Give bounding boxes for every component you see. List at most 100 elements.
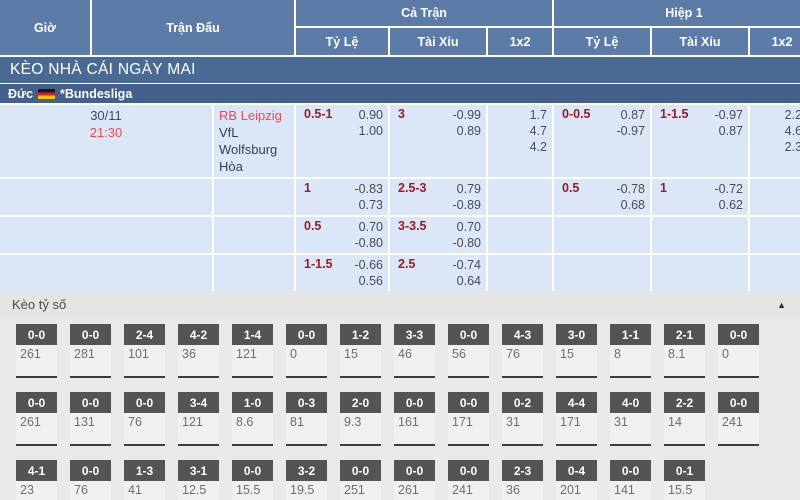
score-odds[interactable]: 15	[556, 345, 597, 378]
odds-value[interactable]: -0.99	[452, 108, 482, 122]
score-box[interactable]: 2-3 36	[502, 460, 543, 500]
odds-value[interactable]: 0.62	[718, 198, 743, 212]
score-box[interactable]: 0-0 0	[718, 324, 759, 378]
score-odds[interactable]: 76	[502, 345, 543, 378]
score-odds[interactable]: 261	[16, 345, 57, 378]
odds-cell-h1-handicap[interactable]: 0-0.5 0.87 -0.97	[554, 105, 650, 177]
score-box[interactable]: 0-0 56	[448, 324, 489, 378]
score-odds[interactable]: 131	[70, 413, 111, 446]
score-box[interactable]: 3-4 121	[178, 392, 219, 446]
score-odds[interactable]: 23	[16, 481, 57, 500]
score-odds[interactable]: 101	[124, 345, 165, 378]
odds-value[interactable]: -0.78	[616, 182, 646, 196]
score-box[interactable]: 1-3 41	[124, 460, 165, 500]
league-row[interactable]: Đức *Bundesliga	[0, 84, 800, 103]
score-box[interactable]: 2-0 9.3	[340, 392, 381, 446]
collapse-triangle-up-icon[interactable]: ▲	[777, 299, 786, 310]
score-odds[interactable]: 0	[286, 345, 327, 378]
score-box[interactable]: 0-0 251	[340, 460, 381, 500]
odds-value[interactable]: 1.00	[358, 124, 383, 138]
score-box[interactable]: 0-0 281	[70, 324, 111, 378]
odds-value[interactable]: 0.79	[456, 182, 481, 196]
odds-cell-h1-handicap[interactable]: 0.5 -0.78 0.68	[554, 179, 650, 215]
odds-value[interactable]: 0.68	[620, 198, 645, 212]
score-box[interactable]: 4-1 23	[16, 460, 57, 500]
score-box[interactable]: 4-3 76	[502, 324, 543, 378]
odds-value[interactable]: 0.70	[456, 220, 481, 234]
score-odds[interactable]: 46	[394, 345, 435, 378]
odds-cell-ft-handicap[interactable]: 0.5 0.70 -0.80	[296, 217, 388, 253]
odds-cell-ft-over-under[interactable]: 2.5-3 0.79 -0.89	[390, 179, 486, 215]
score-odds[interactable]: 0	[718, 345, 759, 378]
score-box[interactable]: 4-2 36	[178, 324, 219, 378]
score-odds[interactable]: 8	[610, 345, 651, 378]
score-odds[interactable]: 261	[394, 481, 435, 500]
odds-value[interactable]: 0.73	[358, 198, 383, 212]
score-odds[interactable]: 9.3	[340, 413, 381, 446]
odds-cell-ft-1x2[interactable]: 1.7 4.7 4.2	[488, 105, 552, 177]
score-box[interactable]: 0-0 261	[394, 460, 435, 500]
odds-value[interactable]: 0.87	[718, 124, 743, 138]
score-odds[interactable]: 141	[610, 481, 651, 500]
odds-value[interactable]: 0.90	[358, 108, 383, 122]
odds-value[interactable]: -0.80	[452, 236, 482, 250]
odds-cell-ft-over-under[interactable]: 3 -0.99 0.89	[390, 105, 486, 177]
odds-value[interactable]: -0.74	[452, 258, 482, 272]
score-odds[interactable]: 161	[394, 413, 435, 446]
odds-value[interactable]: -0.83	[354, 182, 384, 196]
away-team-name[interactable]: VfL Wolfsburg	[219, 125, 278, 157]
home-team-name[interactable]: RB Leipzig	[219, 108, 282, 123]
score-box[interactable]: 0-0 76	[70, 460, 111, 500]
score-box[interactable]: 0-0 171	[448, 392, 489, 446]
score-odds[interactable]: 12.5	[178, 481, 219, 500]
odds-value[interactable]: -0.80	[354, 236, 384, 250]
score-odds[interactable]: 8.1	[664, 345, 705, 378]
score-box[interactable]: 0-3 81	[286, 392, 327, 446]
score-odds[interactable]: 241	[718, 413, 759, 446]
odds-value[interactable]: -0.89	[452, 198, 482, 212]
odds-cell-ft-handicap[interactable]: 1-1.5 -0.66 0.56	[296, 255, 388, 291]
score-box[interactable]: 0-2 31	[502, 392, 543, 446]
odds-value[interactable]: 0.64	[456, 274, 481, 288]
score-odds[interactable]: 171	[556, 413, 597, 446]
score-box[interactable]: 0-0 241	[718, 392, 759, 446]
score-odds[interactable]: 56	[448, 345, 489, 378]
score-box[interactable]: 0-0 76	[124, 392, 165, 446]
odds-value[interactable]: -0.97	[714, 108, 744, 122]
score-box[interactable]: 2-1 8.1	[664, 324, 705, 378]
score-odds[interactable]: 201	[556, 481, 597, 500]
odds-value[interactable]: 0.70	[358, 220, 383, 234]
score-odds[interactable]: 121	[178, 413, 219, 446]
score-odds[interactable]: 41	[124, 481, 165, 500]
score-odds[interactable]: 241	[448, 481, 489, 500]
score-odds[interactable]: 19.5	[286, 481, 327, 500]
score-box[interactable]: 0-0 241	[448, 460, 489, 500]
odds-value[interactable]: -0.66	[354, 258, 384, 272]
odds-cell-h1-1x2[interactable]: 2.26 4.65 2.36	[750, 105, 800, 177]
draw-label[interactable]: Hòa	[219, 159, 243, 174]
score-box[interactable]: 1-1 8	[610, 324, 651, 378]
score-odds[interactable]: 36	[178, 345, 219, 378]
odds-value[interactable]: 0.87	[620, 108, 645, 122]
score-odds[interactable]: 281	[70, 345, 111, 378]
score-box[interactable]: 1-4 121	[232, 324, 273, 378]
score-box[interactable]: 2-2 14	[664, 392, 705, 446]
correct-score-bar[interactable]: Kèo tỷ số ▲	[0, 291, 800, 318]
odds-value[interactable]: 4.65	[784, 124, 800, 138]
score-odds[interactable]: 81	[286, 413, 327, 446]
odds-cell-ft-over-under[interactable]: 2.5 -0.74 0.64	[390, 255, 486, 291]
score-odds[interactable]: 121	[232, 345, 273, 378]
odds-cell-h1-over-under[interactable]: 1-1.5 -0.97 0.87	[652, 105, 748, 177]
score-box[interactable]: 0-4 201	[556, 460, 597, 500]
score-odds[interactable]: 31	[502, 413, 543, 446]
score-box[interactable]: 0-1 15.5	[664, 460, 705, 500]
score-odds[interactable]: 76	[124, 413, 165, 446]
score-box[interactable]: 3-3 46	[394, 324, 435, 378]
score-box[interactable]: 0-0 261	[16, 324, 57, 378]
score-box[interactable]: 0-0 131	[70, 392, 111, 446]
score-odds[interactable]: 36	[502, 481, 543, 500]
score-box[interactable]: 0-0 261	[16, 392, 57, 446]
score-box[interactable]: 0-0 141	[610, 460, 651, 500]
odds-cell-ft-handicap[interactable]: 0.5-1 0.90 1.00	[296, 105, 388, 177]
score-odds[interactable]: 15.5	[232, 481, 273, 500]
